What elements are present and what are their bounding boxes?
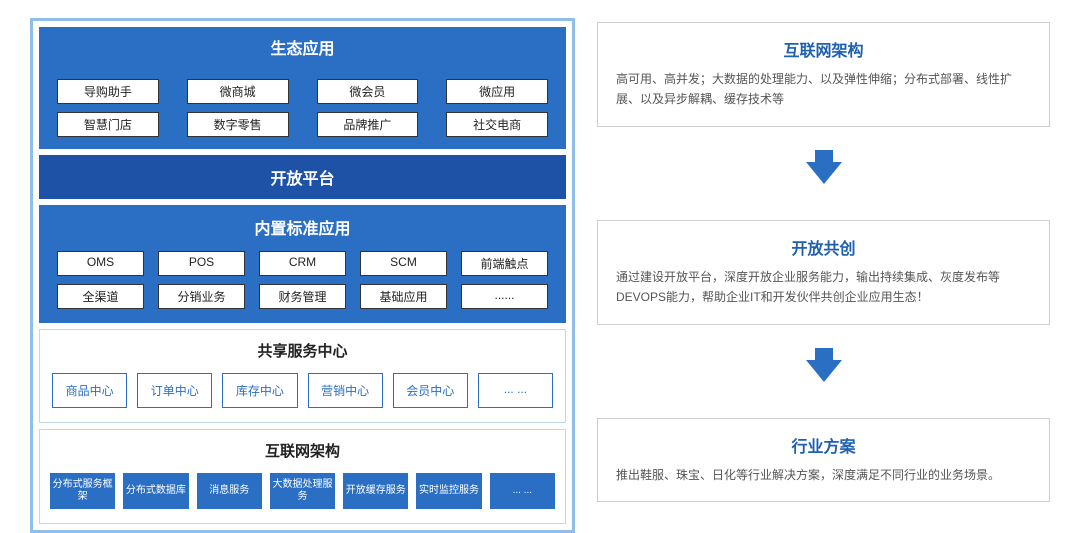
right-desc-2: 通过建设开放平台，深度开放企业服务能力，输出持续集成、灰度发布等DEVOPS能力… xyxy=(616,267,1031,308)
shared-item: 营销中心 xyxy=(308,373,383,408)
shared-item: 商品中心 xyxy=(52,373,127,408)
arch-item: 大数据处理服务 xyxy=(270,473,335,509)
arrow-1 xyxy=(597,156,1050,190)
ecology-item: 社交电商 xyxy=(446,112,548,137)
shared-item: 订单中心 xyxy=(137,373,212,408)
right-column: 互联网架构 高可用、高并发；大数据的处理能力、以及弹性伸缩；分布式部署、线性扩展… xyxy=(597,18,1050,506)
ecology-body: 导购助手 微商城 微会员 微应用 智慧门店 数字零售 品牌推广 社交电商 xyxy=(39,67,566,149)
right-box-1: 互联网架构 高可用、高并发；大数据的处理能力、以及弹性伸缩；分布式部署、线性扩展… xyxy=(597,22,1050,127)
ecology-item: 微商城 xyxy=(187,79,289,104)
right-desc-1: 高可用、高并发；大数据的处理能力、以及弹性伸缩；分布式部署、线性扩展、以及异步解… xyxy=(616,69,1031,110)
builtin-item: 全渠道 xyxy=(57,284,144,309)
ecology-item: 微应用 xyxy=(446,79,548,104)
arch-title: 互联网架构 xyxy=(40,430,565,465)
shared-item: 会员中心 xyxy=(393,373,468,408)
arch-item: 分布式服务框架 xyxy=(50,473,115,509)
builtin-item: ...... xyxy=(461,284,548,309)
arrow-2 xyxy=(597,354,1050,388)
right-title-1: 互联网架构 xyxy=(616,37,1031,61)
builtin-item: POS xyxy=(158,251,245,276)
arch-item: 实时监控服务 xyxy=(416,473,481,509)
shared-body: 商品中心 订单中心 库存中心 营销中心 会员中心 ... ... xyxy=(40,365,565,422)
builtin-item: 财务管理 xyxy=(259,284,346,309)
arrow-down-icon xyxy=(806,162,842,184)
arch-item: 消息服务 xyxy=(197,473,262,509)
arch-item: ... ... xyxy=(490,473,555,509)
builtin-item: OMS xyxy=(57,251,144,276)
right-title-2: 开放共创 xyxy=(616,235,1031,259)
arch-item: 分布式数据库 xyxy=(123,473,188,509)
right-box-2: 开放共创 通过建设开放平台，深度开放企业服务能力，输出持续集成、灰度发布等DEV… xyxy=(597,220,1050,325)
builtin-section: 内置标准应用 OMS POS CRM SCM 前端触点 全渠道 分销业务 财务管… xyxy=(39,205,566,323)
arrow-down-icon xyxy=(806,360,842,382)
arch-item: 开放缓存服务 xyxy=(343,473,408,509)
ecology-item: 品牌推广 xyxy=(317,112,419,137)
builtin-item: SCM xyxy=(360,251,447,276)
ecology-item: 微会员 xyxy=(317,79,419,104)
right-desc-3: 推出鞋服、珠宝、日化等行业解决方案，深度满足不同行业的业务场景。 xyxy=(616,465,1031,485)
ecology-item: 数字零售 xyxy=(187,112,289,137)
builtin-item: 分销业务 xyxy=(158,284,245,309)
builtin-item: 基础应用 xyxy=(360,284,447,309)
builtin-item: 前端触点 xyxy=(461,251,548,276)
shared-item: ... ... xyxy=(478,373,553,408)
platform-bar: 开放平台 xyxy=(39,155,566,199)
arch-body: 分布式服务框架 分布式数据库 消息服务 大数据处理服务 开放缓存服务 实时监控服… xyxy=(40,465,565,523)
arch-section: 互联网架构 分布式服务框架 分布式数据库 消息服务 大数据处理服务 开放缓存服务… xyxy=(39,429,566,524)
right-title-3: 行业方案 xyxy=(616,433,1031,457)
ecology-item: 导购助手 xyxy=(57,79,159,104)
builtin-body: OMS POS CRM SCM 前端触点 全渠道 分销业务 财务管理 基础应用 … xyxy=(39,245,566,323)
ecology-section: 生态应用 导购助手 微商城 微会员 微应用 智慧门店 数字零售 品牌推广 社交电… xyxy=(39,27,566,149)
outer-frame: 生态应用 导购助手 微商城 微会员 微应用 智慧门店 数字零售 品牌推广 社交电… xyxy=(30,18,575,533)
shared-section: 共享服务中心 商品中心 订单中心 库存中心 营销中心 会员中心 ... ... xyxy=(39,329,566,423)
shared-item: 库存中心 xyxy=(222,373,297,408)
ecology-item: 智慧门店 xyxy=(57,112,159,137)
right-box-3: 行业方案 推出鞋服、珠宝、日化等行业解决方案，深度满足不同行业的业务场景。 xyxy=(597,418,1050,502)
builtin-item: CRM xyxy=(259,251,346,276)
shared-title: 共享服务中心 xyxy=(40,330,565,365)
ecology-title: 生态应用 xyxy=(39,27,566,67)
builtin-title: 内置标准应用 xyxy=(39,205,566,245)
architecture-stack: 生态应用 导购助手 微商城 微会员 微应用 智慧门店 数字零售 品牌推广 社交电… xyxy=(30,18,575,506)
